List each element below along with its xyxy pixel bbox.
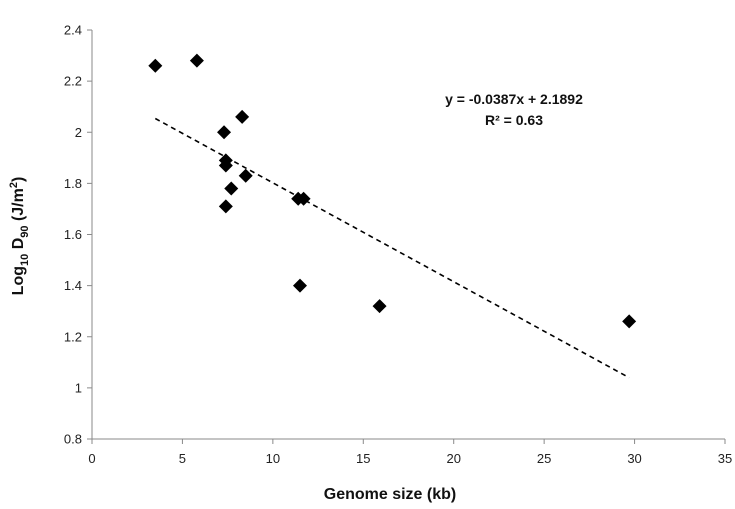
y-axis-title-sub10: 10 [19,254,31,266]
y-tick-label: 2 [75,125,82,140]
y-tick-label: 0.8 [64,432,82,447]
ticks: 0 5 10 15 20 25 30 35 0.8 1 1.2 1.4 1.6 1.8 2 2.2 2.4 [64,23,732,467]
x-axis-title: Genome size (kb) [324,486,456,503]
y-tick-label: 1 [75,380,82,395]
y-tick-label: 1.8 [64,176,82,191]
y-axis-title-sup2: 2 [8,182,20,188]
x-tick-label: 0 [88,451,95,466]
data-point [292,278,307,293]
x-tick-label: 35 [718,451,732,466]
y-axis-title-sub90: 90 [19,225,31,237]
y-axis-title-log: Log [10,266,27,295]
y-tick-label: 2.2 [64,74,82,89]
data-points [148,53,637,329]
data-point [372,299,387,314]
x-tick-label: 30 [627,451,641,466]
y-tick-label: 2.4 [64,23,82,38]
chart-labels: y = -0.0387x + 2.1892 R² = 0.63 Genome s… [8,91,583,503]
y-tick-label: 1.6 [64,227,82,242]
data-point [218,158,233,173]
x-tick-label: 15 [356,451,370,466]
data-point [218,199,233,214]
x-tick-label: 5 [179,451,186,466]
x-tick-label: 20 [446,451,460,466]
trendline-r-squared: R² = 0.63 [485,112,543,128]
y-tick-label: 1.2 [64,329,82,344]
x-tick-label: 25 [537,451,551,466]
data-point [296,191,311,206]
y-axis-title-d: D [10,238,27,254]
data-point [235,109,250,124]
data-point [148,58,163,73]
trendline-equation: y = -0.0387x + 2.1892 [445,91,583,107]
data-point [238,168,253,183]
data-point [217,125,232,140]
data-point [622,314,637,329]
data-point [224,181,239,196]
trendline-group [154,117,630,379]
axes [91,30,725,440]
trendline [154,117,630,379]
y-axis-title-unit: (J/m [10,188,27,225]
y-axis-title: Log10 D90 (J/m2) [8,177,31,296]
x-tick-label: 10 [266,451,280,466]
y-axis-title-close: ) [10,177,27,182]
data-point [189,53,204,68]
y-tick-label: 1.4 [64,278,82,293]
